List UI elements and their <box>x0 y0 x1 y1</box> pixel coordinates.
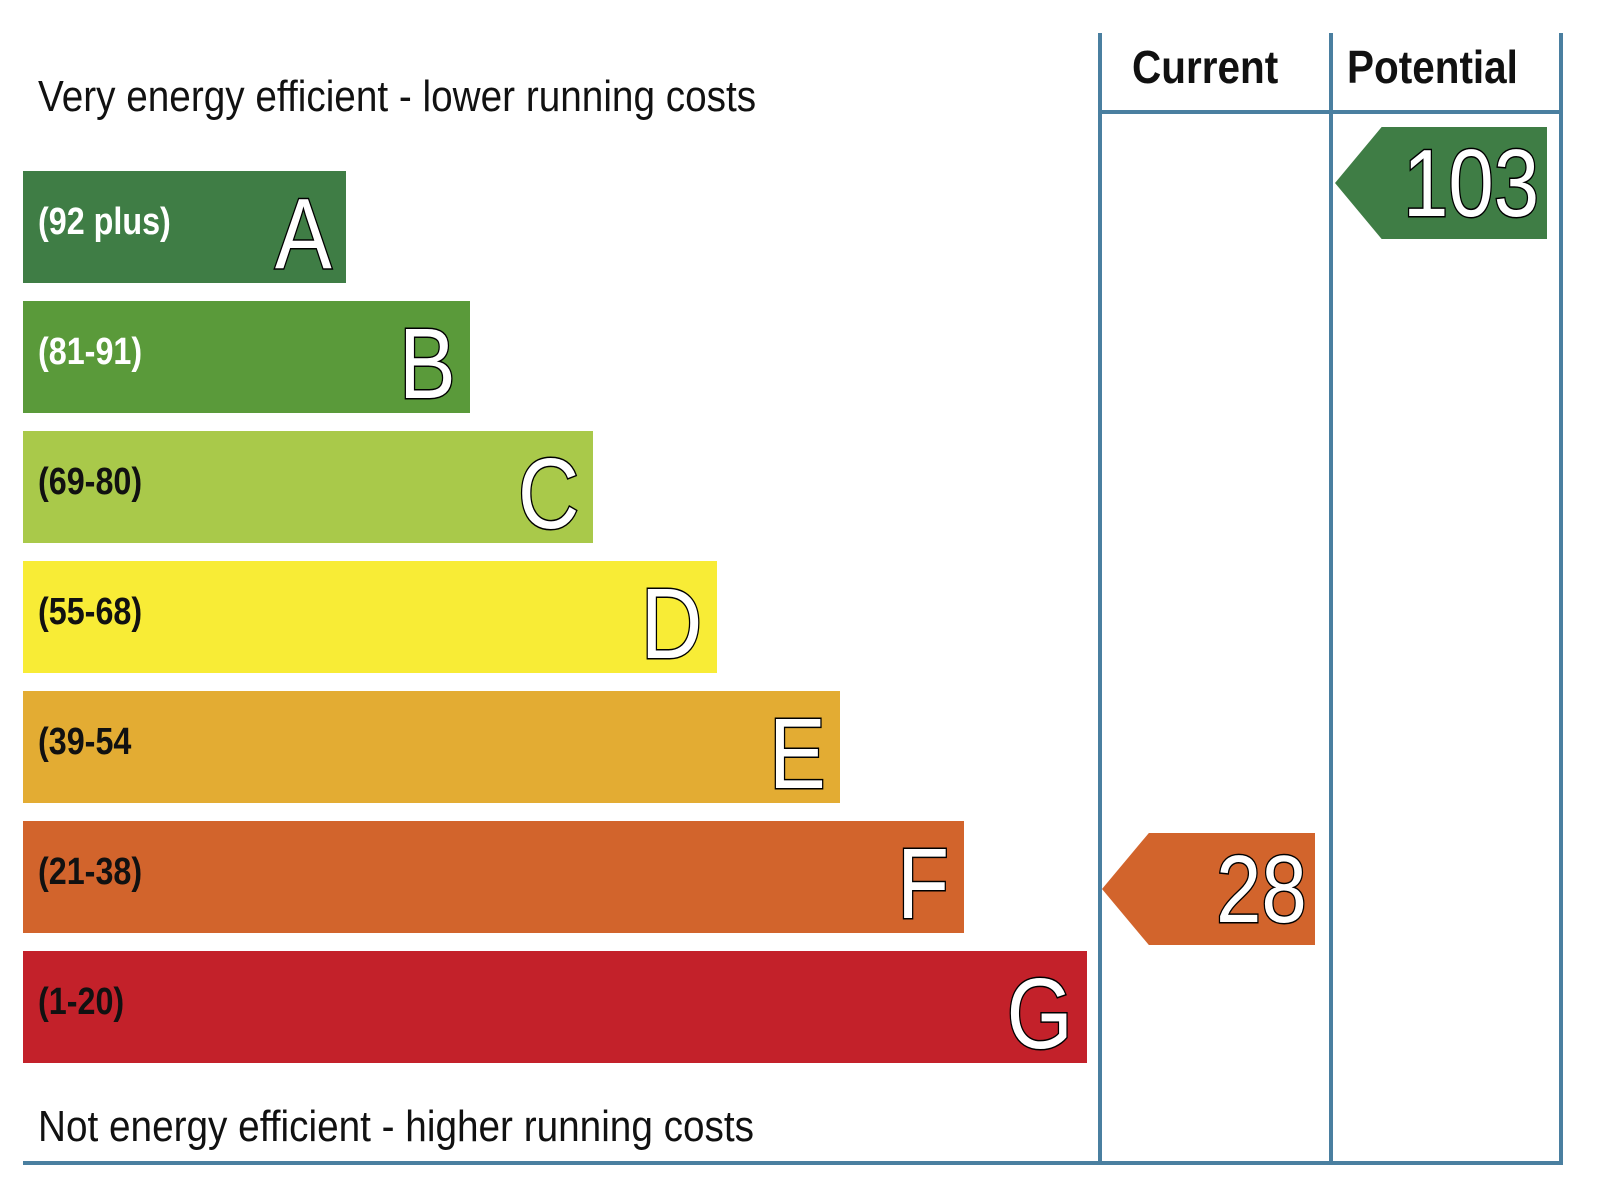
band-letter: C <box>516 437 580 552</box>
band-g: (1-20) G <box>23 951 1087 1072</box>
band-range-label: (1-20) <box>38 981 125 1023</box>
band-f: (21-38) F <box>23 821 964 942</box>
column-header-current: Current <box>1132 41 1279 93</box>
band-range-label: (81-91) <box>38 331 143 373</box>
band-letter: E <box>768 697 827 812</box>
potential-rating-value: 103 <box>1402 129 1541 239</box>
bottom-border <box>23 1161 1563 1165</box>
band-range-label: (39-54 <box>38 721 132 763</box>
band-range-label: (55-68) <box>38 591 143 633</box>
column-divider-middle <box>1329 33 1333 1165</box>
current-rating-value: 28 <box>1215 835 1308 945</box>
band-letter: F <box>896 827 950 942</box>
current-rating-arrow: 28 <box>1102 833 1315 945</box>
potential-rating-arrow: 103 <box>1335 127 1547 239</box>
band-letter: A <box>274 177 333 292</box>
band-letter: G <box>1006 957 1075 1072</box>
band-a: (92 plus) A <box>23 171 346 292</box>
band-range-label: (69-80) <box>38 461 143 503</box>
band-c: (69-80) C <box>23 431 593 552</box>
top-label: Very energy efficient - lower running co… <box>38 72 757 121</box>
band-d: (55-68) D <box>23 561 717 682</box>
column-divider-left <box>1098 33 1102 1165</box>
band-b: (81-91) B <box>23 301 470 422</box>
bottom-label: Not energy efficient - higher running co… <box>38 1102 755 1151</box>
column-divider-right <box>1559 33 1563 1165</box>
band-range-label: (92 plus) <box>38 201 171 243</box>
band-letter: D <box>640 567 704 682</box>
band-letter: B <box>398 307 457 422</box>
column-header-potential: Potential <box>1347 41 1518 93</box>
band-e: (39-54 E <box>23 691 840 812</box>
band-range-label: (21-38) <box>38 851 143 893</box>
header-divider <box>1098 110 1563 114</box>
